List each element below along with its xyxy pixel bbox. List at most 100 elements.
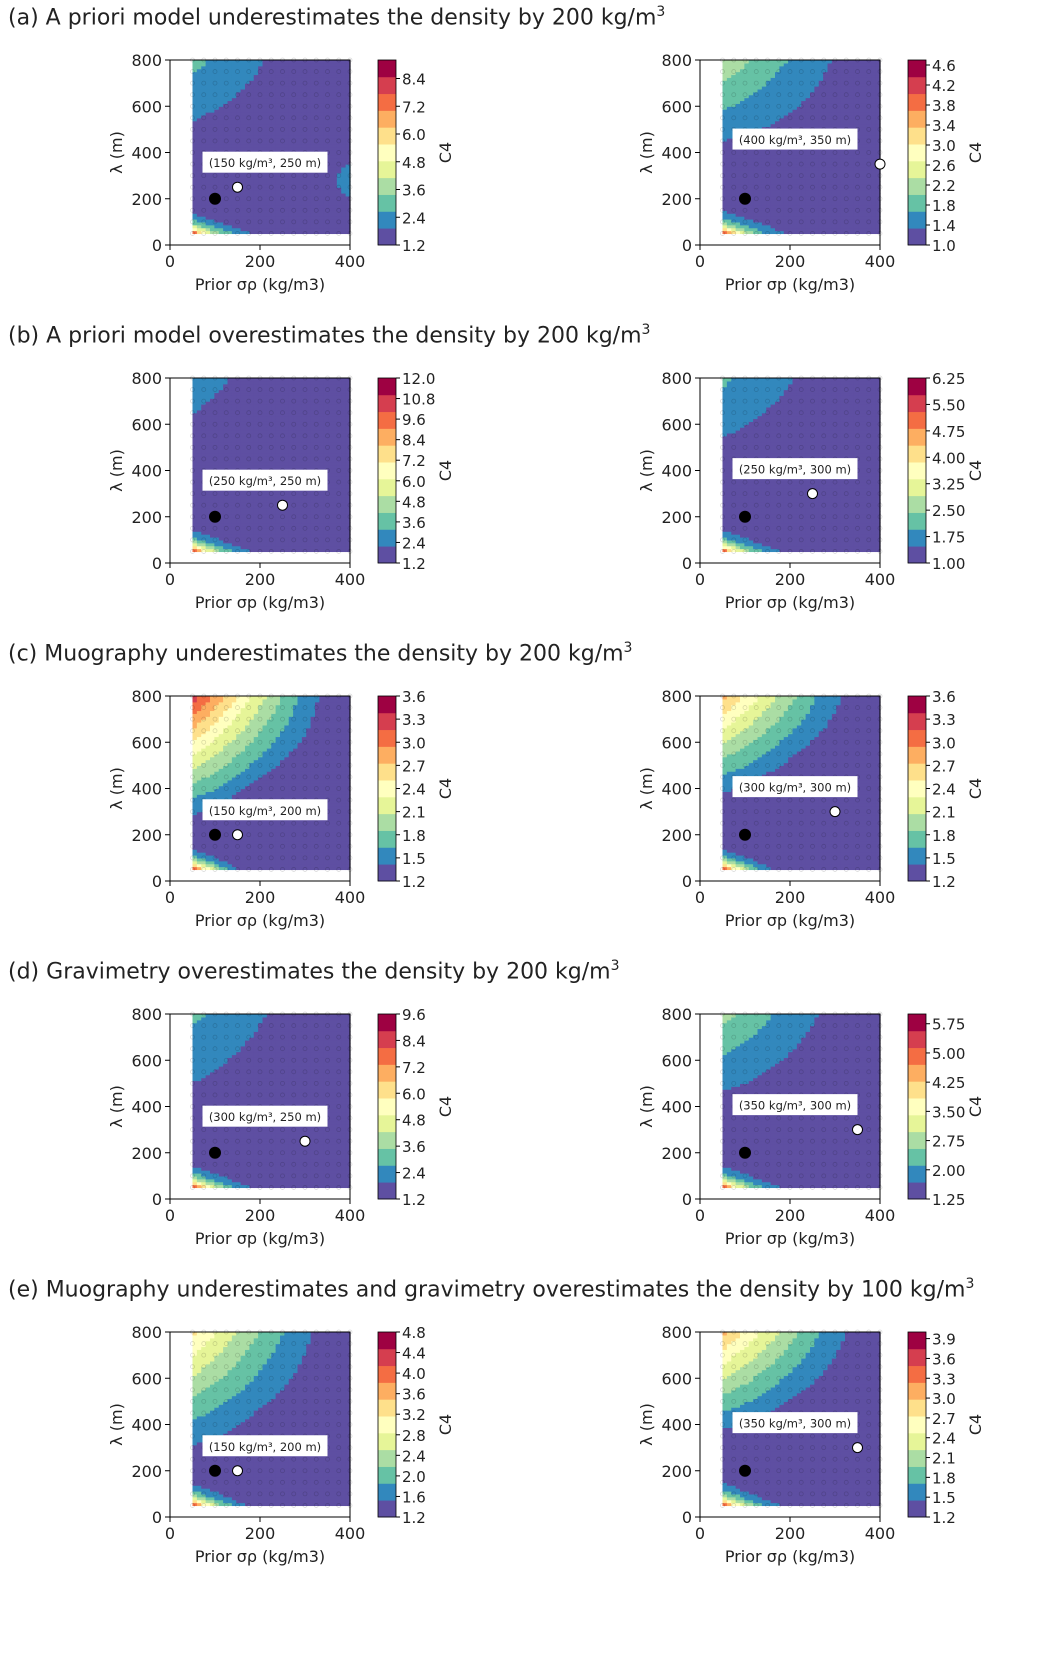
contour-cell — [853, 97, 859, 102]
contour-cell — [722, 221, 728, 226]
contour-cell — [205, 97, 211, 102]
contour-cell — [740, 109, 745, 113]
contour-cell — [726, 132, 732, 136]
contour-cell — [796, 77, 802, 81]
contour-cell — [810, 86, 815, 90]
contour-cell — [866, 198, 872, 203]
contour-cell — [218, 114, 224, 119]
contour-cell — [262, 126, 268, 130]
contour-cell — [332, 146, 338, 151]
contour-cell — [315, 106, 320, 110]
contour-cell — [310, 204, 316, 209]
contour-cell — [301, 178, 307, 183]
contour-cell — [735, 106, 741, 110]
contour-cell — [218, 120, 224, 125]
contour-cell — [192, 187, 198, 191]
contour-cell — [328, 106, 334, 110]
sample-point — [832, 92, 838, 98]
sample-point — [223, 80, 229, 86]
contour-cell — [328, 190, 334, 194]
best-point-marker — [874, 158, 886, 170]
sample-point — [280, 196, 285, 202]
contour-cell — [258, 213, 264, 217]
contour-cell — [731, 221, 737, 226]
contour-cell — [862, 221, 868, 226]
contour-cell — [301, 187, 307, 191]
contour-cell — [866, 178, 872, 183]
contour-cell — [306, 117, 312, 122]
contour-cell — [345, 77, 351, 81]
contour-cell — [201, 135, 207, 139]
contour-cell — [862, 178, 868, 183]
contour-cell — [205, 149, 211, 154]
contour-cell — [218, 210, 224, 214]
contour-cell — [783, 166, 789, 171]
contour-cell — [345, 178, 351, 183]
contour-cell — [205, 224, 211, 229]
contour-cell — [871, 106, 877, 110]
sample-point — [821, 92, 827, 98]
contour-cell — [818, 71, 824, 76]
contour-cell — [840, 172, 846, 177]
contour-cell — [735, 184, 741, 188]
sample-point — [336, 207, 342, 213]
contour-cell — [744, 91, 750, 96]
sample-point — [223, 92, 229, 98]
contour-cell — [319, 221, 325, 226]
sample-point — [776, 150, 782, 155]
contour-cell — [757, 192, 763, 197]
contour-cell — [818, 120, 824, 125]
contour-cell — [205, 68, 211, 73]
contour-cell — [249, 132, 255, 136]
contour-cell — [845, 192, 850, 197]
contour-cell — [875, 201, 881, 206]
contour-cell — [831, 221, 837, 226]
contour-cell — [801, 77, 807, 81]
contour-cell — [801, 65, 807, 70]
contour-cell — [214, 187, 220, 191]
contour-cell — [862, 83, 868, 87]
contour-cell — [223, 146, 229, 151]
contour-cell — [332, 181, 338, 185]
contour-cell — [871, 140, 877, 145]
contour-cell — [770, 60, 776, 64]
contour-cell — [801, 166, 807, 171]
contour-cell — [258, 210, 264, 214]
contour-cell — [735, 187, 741, 191]
contour-cell — [858, 123, 864, 128]
sample-point — [336, 184, 342, 190]
contour-cell — [245, 201, 250, 206]
contour-cell — [192, 412, 198, 417]
sample-point — [291, 138, 297, 144]
contour-cell — [792, 83, 798, 87]
contour-cell — [858, 166, 864, 171]
contour-cell — [315, 146, 320, 151]
contour-cell — [323, 68, 329, 73]
sample-point — [336, 219, 342, 225]
sample-point — [821, 115, 827, 121]
contour-cell — [249, 60, 255, 64]
contour-cell — [871, 216, 877, 220]
contour-cell — [245, 221, 250, 226]
contour-cell — [735, 65, 741, 70]
contour-cell — [753, 120, 759, 125]
contour-cell — [875, 65, 881, 70]
sample-point — [866, 231, 872, 236]
contour-cell — [726, 195, 732, 200]
contour-cell — [192, 86, 198, 90]
contour-cell — [761, 100, 767, 104]
contour-cell — [271, 129, 277, 133]
sample-point — [855, 150, 860, 155]
contour-cell — [262, 120, 268, 125]
contour-cell — [192, 545, 198, 550]
contour-cell — [779, 204, 785, 209]
contour-cell — [757, 106, 763, 110]
contour-cell — [236, 100, 242, 104]
contour-cell — [315, 80, 320, 84]
contour-cell — [293, 184, 299, 188]
contour-cell — [770, 192, 776, 197]
contour-cell — [740, 62, 745, 67]
contour-cell — [315, 83, 320, 87]
contour-cell — [301, 91, 307, 96]
contour-cell — [726, 114, 732, 119]
